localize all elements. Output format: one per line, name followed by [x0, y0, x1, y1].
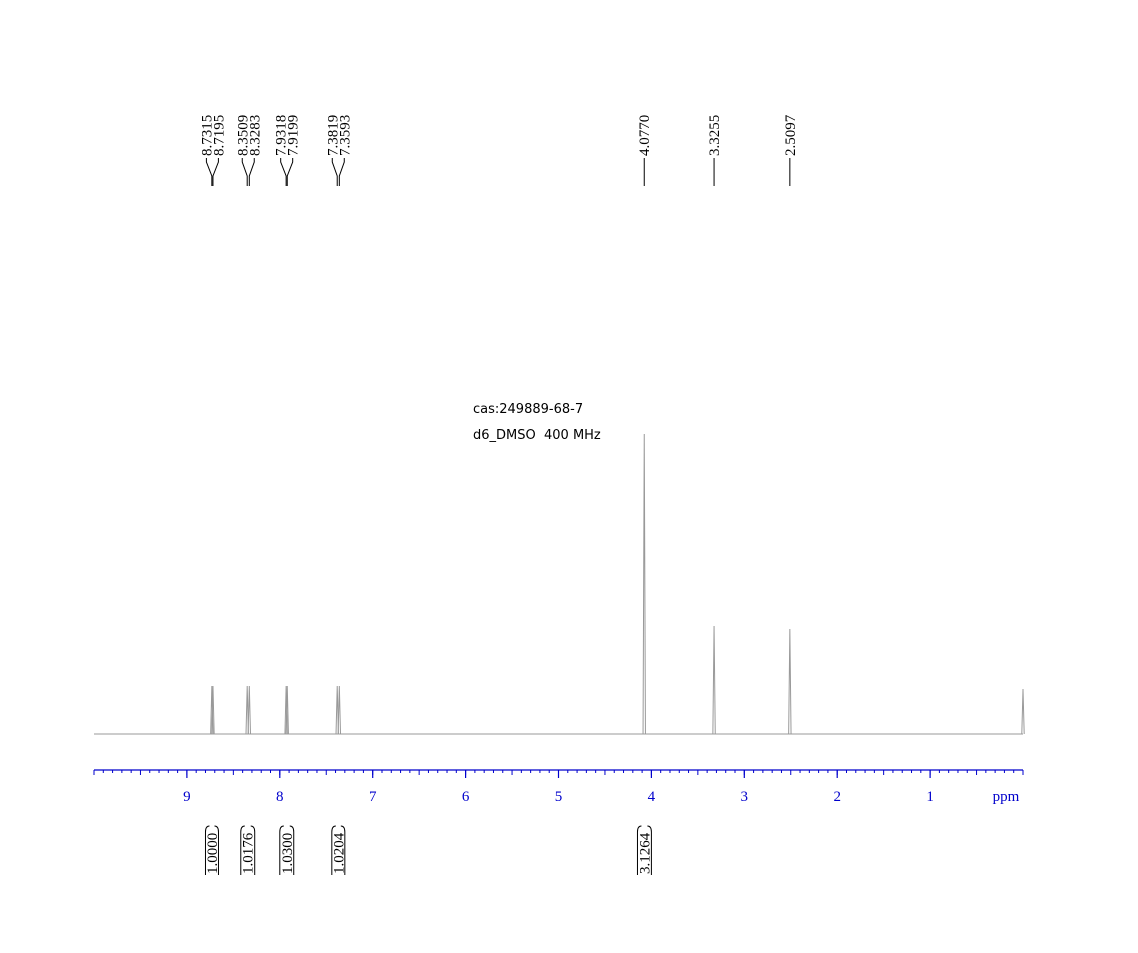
- x-tick-label: 5: [555, 789, 563, 805]
- integral: [636, 825, 652, 875]
- peak: [1021, 688, 1025, 735]
- peak: [788, 628, 792, 735]
- peak: [712, 625, 716, 735]
- peak-label-line: [286, 158, 294, 186]
- integral: [204, 825, 219, 875]
- peak-label: 7.9199: [286, 115, 302, 156]
- integral-label: 1.0176: [241, 832, 257, 874]
- x-tick-label: 8: [276, 789, 284, 805]
- peak-label-line: [205, 158, 213, 186]
- integral: [331, 825, 346, 875]
- peak-label: 8.3509: [235, 115, 251, 156]
- peak-label: 3.3255: [707, 115, 723, 156]
- peak: [642, 433, 646, 735]
- peak: [247, 685, 252, 735]
- peak-label-line: [241, 158, 248, 186]
- integral: [279, 825, 295, 875]
- x-tick-label: 6: [462, 789, 470, 805]
- x-tick-label: 4: [648, 789, 656, 805]
- peak-label: 7.3819: [325, 115, 341, 156]
- peak-label: 8.7195: [211, 115, 227, 156]
- x-tick-label: 1: [926, 789, 934, 805]
- x-tick-label: 3: [741, 789, 749, 805]
- integral-label: 1.0000: [205, 833, 221, 874]
- peak-label-line: [280, 158, 287, 186]
- x-tick-label: 9: [183, 789, 191, 805]
- integral-label: 1.0300: [280, 833, 296, 874]
- integral-label: 3.1264: [637, 832, 653, 874]
- annotation: cas:249889-68-7: [473, 402, 583, 417]
- peak: [211, 685, 215, 735]
- peak-label: 7.3593: [337, 115, 353, 156]
- integral-label: 1.0204: [331, 832, 347, 874]
- x-tick-label: 2: [833, 789, 841, 805]
- peak-label-line: [248, 158, 255, 186]
- peak: [337, 685, 342, 735]
- peak: [285, 685, 289, 735]
- peak-label: 7.9318: [274, 115, 290, 156]
- annotation: d6_DMSO 400 MHz: [473, 428, 601, 443]
- x-tick-label: 7: [369, 789, 377, 805]
- integral: [240, 825, 256, 875]
- peak-label: 8.3283: [247, 115, 263, 156]
- peak-label: 2.5097: [783, 114, 799, 156]
- peak-label-line: [212, 158, 219, 186]
- x-axis-label: ppm: [993, 789, 1020, 805]
- peak-label-line: [338, 158, 345, 186]
- peak-label: 8.7315: [199, 115, 215, 156]
- peak-label-line: [331, 158, 338, 186]
- peak-label: 4.0770: [637, 115, 653, 156]
